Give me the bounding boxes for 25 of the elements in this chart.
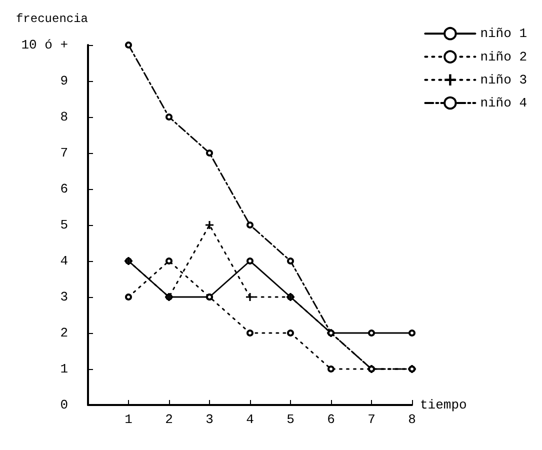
legend-label: niño 3 xyxy=(480,72,528,88)
x-tick-label: 7 xyxy=(368,412,376,427)
y-tick-label: 6 xyxy=(60,182,68,196)
y-tick-label: 9 xyxy=(60,74,68,88)
x-axis-title: tiempo xyxy=(420,398,467,412)
y-tick-label: 4 xyxy=(60,254,68,268)
y-tick-label: 2 xyxy=(60,326,68,340)
x-tick-label: 8 xyxy=(408,412,416,427)
y-tick-label: 1 xyxy=(60,362,68,376)
x-tick-label: 3 xyxy=(206,412,214,427)
y-tick-label: 7 xyxy=(60,146,68,160)
y-tick-label: 10 ó + xyxy=(21,38,68,52)
legend-label: niño 4 xyxy=(480,96,528,110)
y-tick-label: 5 xyxy=(60,218,68,232)
x-tick-label: 5 xyxy=(286,412,294,427)
x-tick-label: 2 xyxy=(165,412,173,427)
legend-label: niño 2 xyxy=(480,49,528,64)
x-tick-label: 4 xyxy=(246,412,254,427)
y-tick-label: 8 xyxy=(60,110,68,124)
y-axis-title: frecuencia xyxy=(16,12,88,26)
y-tick-label: 3 xyxy=(60,290,68,304)
x-tick-label: 6 xyxy=(327,412,335,427)
x-tick-label: 1 xyxy=(124,412,133,427)
y-tick-label: 0 xyxy=(60,398,68,412)
legend-label: niño 1 xyxy=(480,26,528,42)
